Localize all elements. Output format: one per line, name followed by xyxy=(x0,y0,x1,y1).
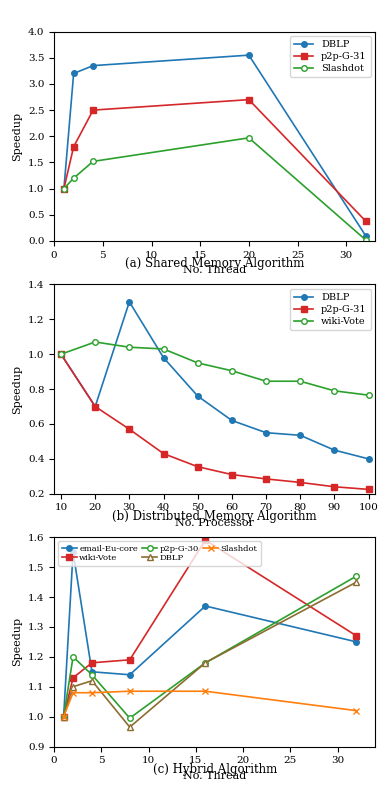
Slashdot xyxy=(61,712,66,721)
p2p-G-31 xyxy=(62,184,66,194)
DBLP xyxy=(127,297,132,307)
p2p-G-31 xyxy=(366,484,371,494)
Slashdot xyxy=(90,688,94,698)
p2p-G-31 xyxy=(91,105,96,115)
DBLP xyxy=(71,682,75,691)
DBLP xyxy=(332,446,337,455)
Slashdot xyxy=(363,235,368,245)
wiki-Vote xyxy=(127,655,132,664)
Line: email-Eu-core: email-Eu-core xyxy=(61,549,359,720)
p2p-G-30 xyxy=(61,712,66,721)
p2p-G-31 xyxy=(247,95,251,104)
DBLP xyxy=(366,454,371,464)
wiki-Vote xyxy=(229,366,234,375)
DBLP xyxy=(161,353,166,363)
p2p-G-31 xyxy=(195,462,200,472)
DBLP xyxy=(247,51,251,60)
wiki-Vote xyxy=(195,358,200,367)
Line: DBLP: DBLP xyxy=(58,299,372,461)
DBLP xyxy=(59,349,63,359)
wiki-Vote xyxy=(298,377,303,386)
DBLP xyxy=(354,577,359,587)
wiki-Vote xyxy=(366,390,371,400)
Legend: email-Eu-core, wiki-Vote, p2p-G-30, DBLP, Slashdot: email-Eu-core, wiki-Vote, p2p-G-30, DBLP… xyxy=(58,541,261,566)
wiki-Vote xyxy=(332,386,337,396)
wiki-Vote xyxy=(264,377,268,386)
Text: (c) Hybrid Algorithm: (c) Hybrid Algorithm xyxy=(152,763,277,776)
email-Eu-core xyxy=(203,601,208,611)
Slashdot xyxy=(71,688,75,698)
Slashdot xyxy=(71,173,76,182)
email-Eu-core xyxy=(61,712,66,721)
p2p-G-31 xyxy=(161,449,166,458)
Slashdot xyxy=(127,687,132,696)
p2p-G-31 xyxy=(71,142,76,152)
Line: p2p-G-31: p2p-G-31 xyxy=(58,352,372,492)
email-Eu-core xyxy=(354,637,359,646)
DBLP xyxy=(71,69,76,78)
DBLP xyxy=(93,402,98,412)
wiki-Vote xyxy=(354,631,359,641)
p2p-G-31 xyxy=(298,478,303,487)
wiki-Vote xyxy=(71,673,75,683)
Line: DBLP: DBLP xyxy=(61,52,368,239)
DBLP xyxy=(229,416,234,425)
Y-axis label: Speedup: Speedup xyxy=(12,364,22,414)
Line: DBLP: DBLP xyxy=(61,579,359,730)
X-axis label: No. Processor: No. Processor xyxy=(175,518,254,528)
email-Eu-core xyxy=(71,547,75,557)
p2p-G-30 xyxy=(203,658,208,668)
email-Eu-core xyxy=(127,670,132,679)
Line: p2p-G-30: p2p-G-30 xyxy=(61,574,359,721)
Line: wiki-Vote: wiki-Vote xyxy=(61,537,359,720)
Slashdot xyxy=(354,706,359,716)
Slashdot xyxy=(203,687,208,696)
Line: Slashdot: Slashdot xyxy=(61,688,359,720)
X-axis label: No. Thread: No. Thread xyxy=(183,771,247,781)
Y-axis label: Speedup: Speedup xyxy=(12,617,22,667)
p2p-G-30 xyxy=(71,652,75,661)
wiki-Vote xyxy=(61,712,66,721)
DBLP xyxy=(264,428,268,438)
wiki-Vote xyxy=(161,344,166,354)
DBLP xyxy=(363,231,368,240)
p2p-G-30 xyxy=(354,571,359,581)
wiki-Vote xyxy=(203,536,208,545)
Line: Slashdot: Slashdot xyxy=(61,135,368,243)
Text: (b) Distributed Memory Algorithm: (b) Distributed Memory Algorithm xyxy=(113,510,317,523)
DBLP xyxy=(195,391,200,401)
p2p-G-31 xyxy=(332,482,337,491)
DBLP xyxy=(62,184,66,194)
DBLP xyxy=(91,61,96,70)
DBLP xyxy=(90,676,94,686)
wiki-Vote xyxy=(90,658,94,668)
p2p-G-31 xyxy=(229,470,234,480)
p2p-G-30 xyxy=(90,670,94,679)
DBLP xyxy=(127,722,132,732)
Slashdot xyxy=(62,184,66,194)
Y-axis label: Speedup: Speedup xyxy=(12,111,22,161)
p2p-G-31 xyxy=(93,402,98,412)
p2p-G-30 xyxy=(127,713,132,723)
Slashdot xyxy=(91,156,96,166)
Slashdot xyxy=(247,133,251,142)
email-Eu-core xyxy=(90,667,94,676)
wiki-Vote xyxy=(59,349,63,359)
DBLP xyxy=(61,712,66,721)
p2p-G-31 xyxy=(363,216,368,226)
p2p-G-31 xyxy=(59,349,63,359)
p2p-G-31 xyxy=(127,424,132,434)
Legend: DBLP, p2p-G-31, Slashdot: DBLP, p2p-G-31, Slashdot xyxy=(290,36,370,77)
p2p-G-31 xyxy=(264,474,268,483)
DBLP xyxy=(203,658,208,668)
X-axis label: No. Thread: No. Thread xyxy=(183,265,247,275)
Line: p2p-G-31: p2p-G-31 xyxy=(61,97,368,224)
Legend: DBLP, p2p-G-31, wiki-Vote: DBLP, p2p-G-31, wiki-Vote xyxy=(290,289,370,330)
wiki-Vote xyxy=(127,342,132,352)
wiki-Vote xyxy=(93,337,98,347)
DBLP xyxy=(298,431,303,440)
Line: wiki-Vote: wiki-Vote xyxy=(58,339,372,398)
Text: (a) Shared Memory Algorithm: (a) Shared Memory Algorithm xyxy=(125,258,305,270)
